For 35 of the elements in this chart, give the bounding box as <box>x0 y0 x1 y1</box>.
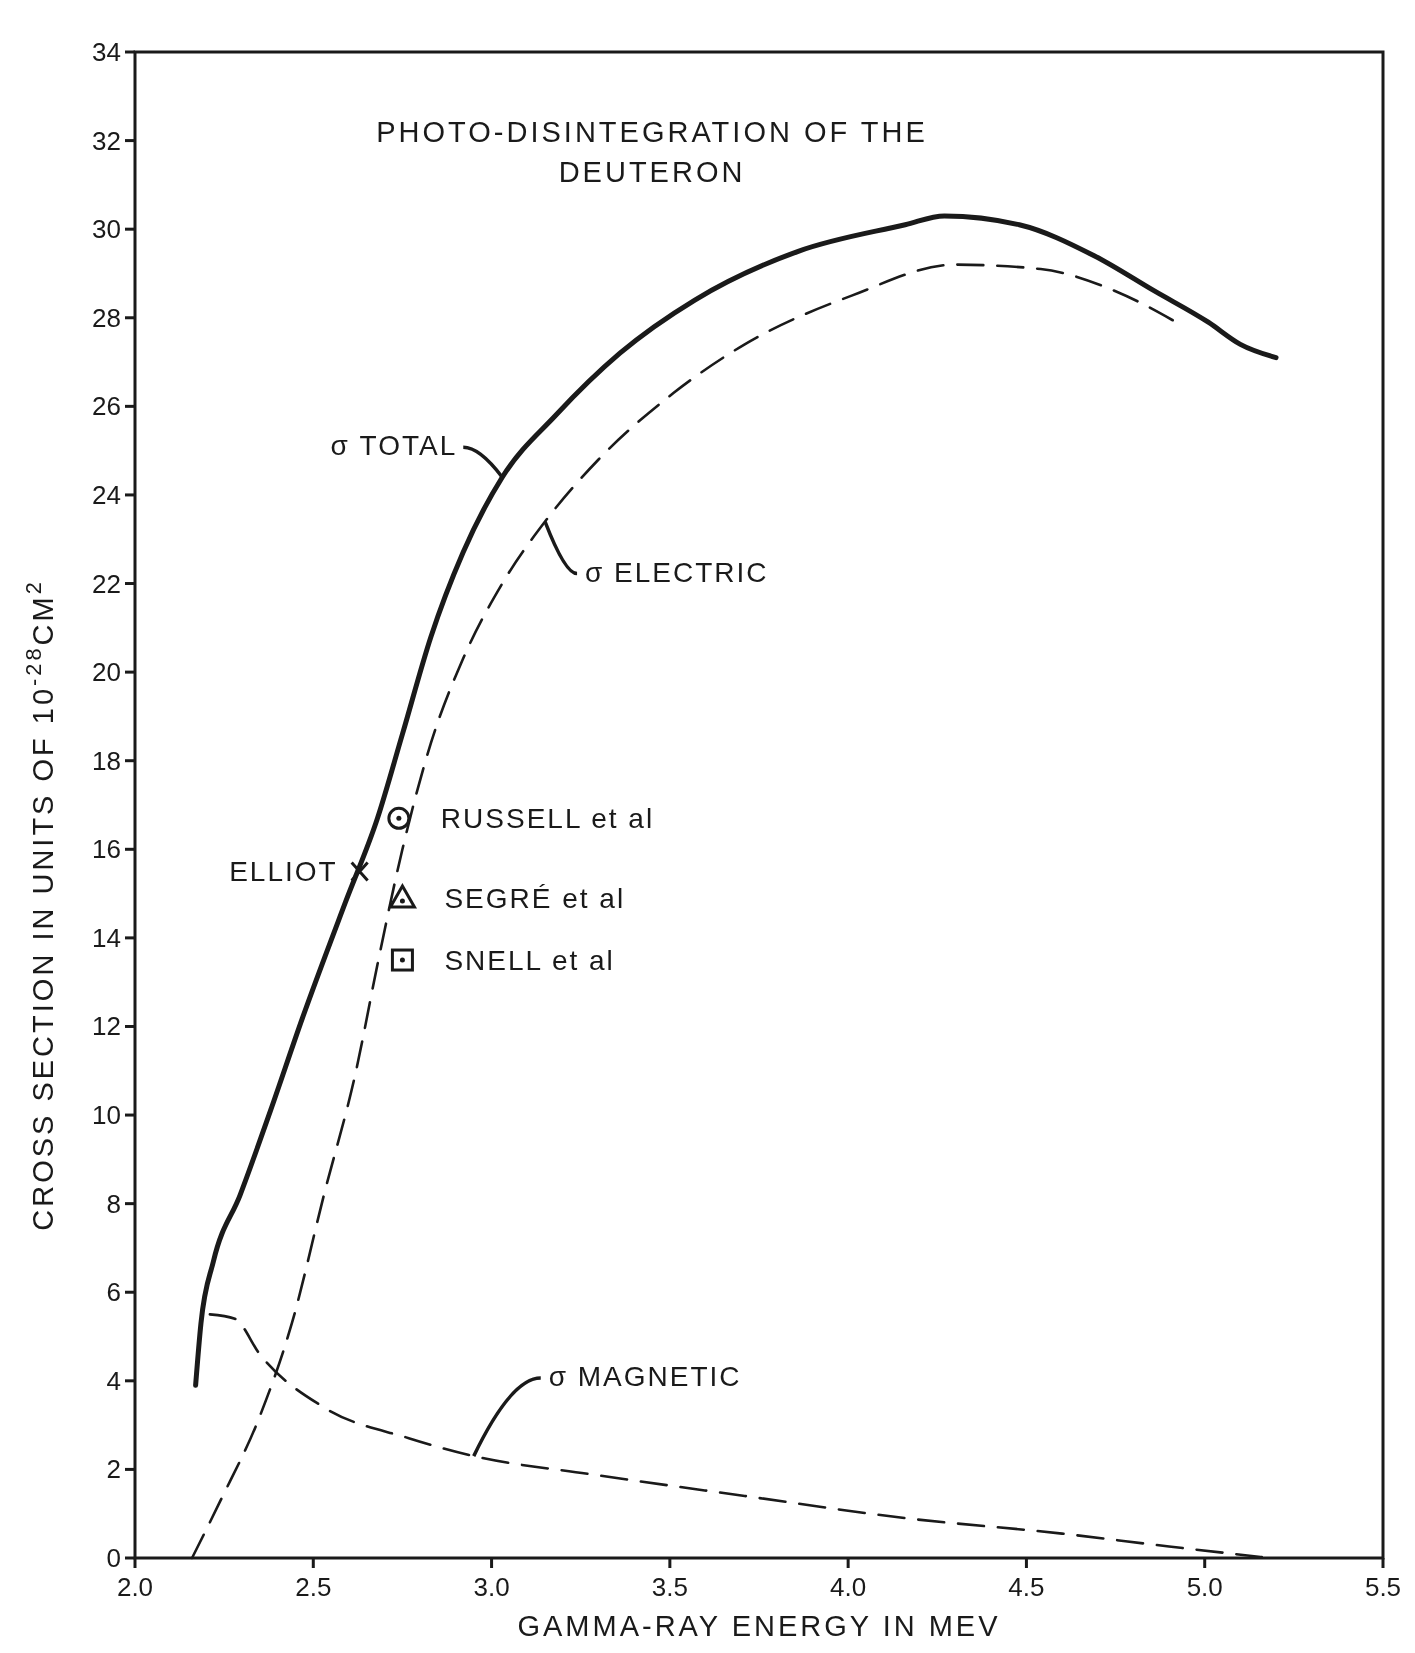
y-tick-label: 6 <box>106 1277 121 1308</box>
x-tick-label: 5.5 <box>1364 1572 1402 1602</box>
series-label: SEGRÉ et al <box>444 883 626 915</box>
x-tick-label: 4.5 <box>1008 1572 1045 1602</box>
y-tick-label: 24 <box>92 479 121 510</box>
text: σ MAGNETIC <box>548 1361 742 1393</box>
x-axis-title: GAMMA-RAY ENERGY IN MEV <box>517 1610 1001 1642</box>
y-tick-label: 0 <box>106 1543 121 1573</box>
y-tick-label: 26 <box>92 391 121 422</box>
y-tick-label: 22 <box>92 568 121 599</box>
y-tick-label: 10 <box>92 1100 121 1131</box>
series-label: ELLIOT <box>229 856 338 888</box>
y-tick-label: 14 <box>92 922 121 953</box>
x-tick-label: 5.0 <box>1186 1572 1223 1602</box>
y-tick-label: 18 <box>92 745 121 776</box>
x-tick-label: 2.5 <box>295 1572 332 1602</box>
y-tick-label: 2 <box>106 1454 121 1485</box>
y-tick-label: 8 <box>106 1188 121 1219</box>
y-tick-label: 32 <box>92 125 121 156</box>
legend-label: σ TOTAL <box>330 430 458 462</box>
series-label: σ ELECTRIC <box>585 556 769 588</box>
x-tick-label: 3.0 <box>473 1572 510 1602</box>
y-tick-label: 28 <box>92 302 121 333</box>
x-tick-label: 4.0 <box>830 1572 867 1602</box>
y-tick-label: 16 <box>92 834 121 865</box>
y-tick-label: 20 <box>92 657 121 688</box>
x-tick-label: 2.0 <box>116 1572 154 1602</box>
y-tick-label: 12 <box>92 1011 121 1042</box>
y-tick-label: 34 <box>92 37 121 67</box>
series-label: SNELL et al <box>444 945 615 977</box>
text: PHOTO-DISINTEGRATION OF THE DEUTERON <box>376 116 928 188</box>
y-tick-label: 4 <box>106 1365 121 1396</box>
y-tick-label: 30 <box>92 214 121 245</box>
x-tick-label: 3.5 <box>651 1572 688 1602</box>
series-label: RUSSELL et al <box>440 803 655 835</box>
